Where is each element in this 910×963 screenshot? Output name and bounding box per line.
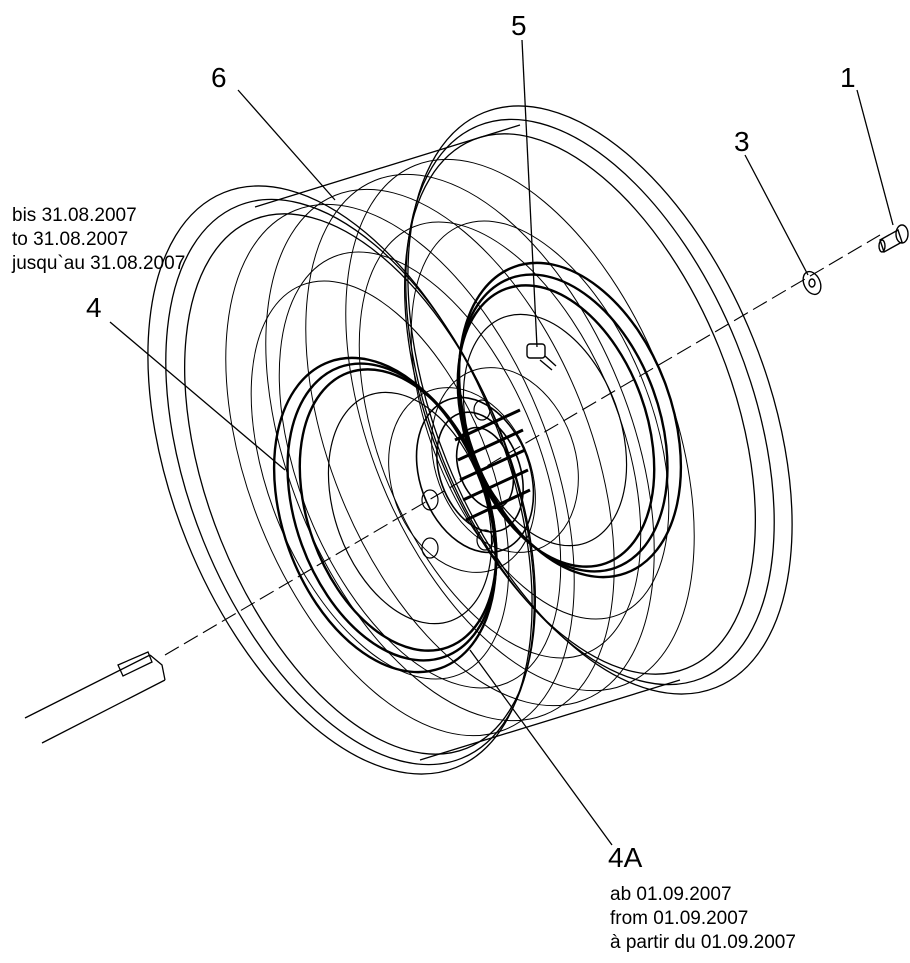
callout-1: 1 [840,62,856,93]
hub-bolts [421,399,494,559]
validity-note-after: ab 01.09.2007 from 01.09.2007 à partir d… [610,883,796,955]
note-line-en: to 31.08.2007 [12,229,129,250]
axle-centerline [164,234,881,656]
bolt-part [878,224,909,254]
note-line-fr: à partir du 01.09.2007 [610,932,796,953]
hub [388,367,579,573]
tire-contours [225,158,695,737]
note-line-de: ab 01.09.2007 [610,884,732,905]
callout-3: 3 [734,126,750,157]
callout-5: 5 [511,10,527,41]
note-line-en: from 01.09.2007 [610,908,749,929]
note-line-de: bis 31.08.2007 [12,205,137,226]
valve-part [526,343,557,371]
callout-4a: 4A [608,842,643,873]
axle-shaft [24,651,166,744]
callout-4: 4 [86,292,102,323]
note-line-fr: jusqu`au 31.08.2007 [12,253,186,274]
validity-note-before: bis 31.08.2007 to 31.08.2007 jusqu`au 31… [12,204,185,276]
washer-part [802,270,822,296]
leader-lines [109,39,894,846]
callout-6: 6 [211,62,227,93]
